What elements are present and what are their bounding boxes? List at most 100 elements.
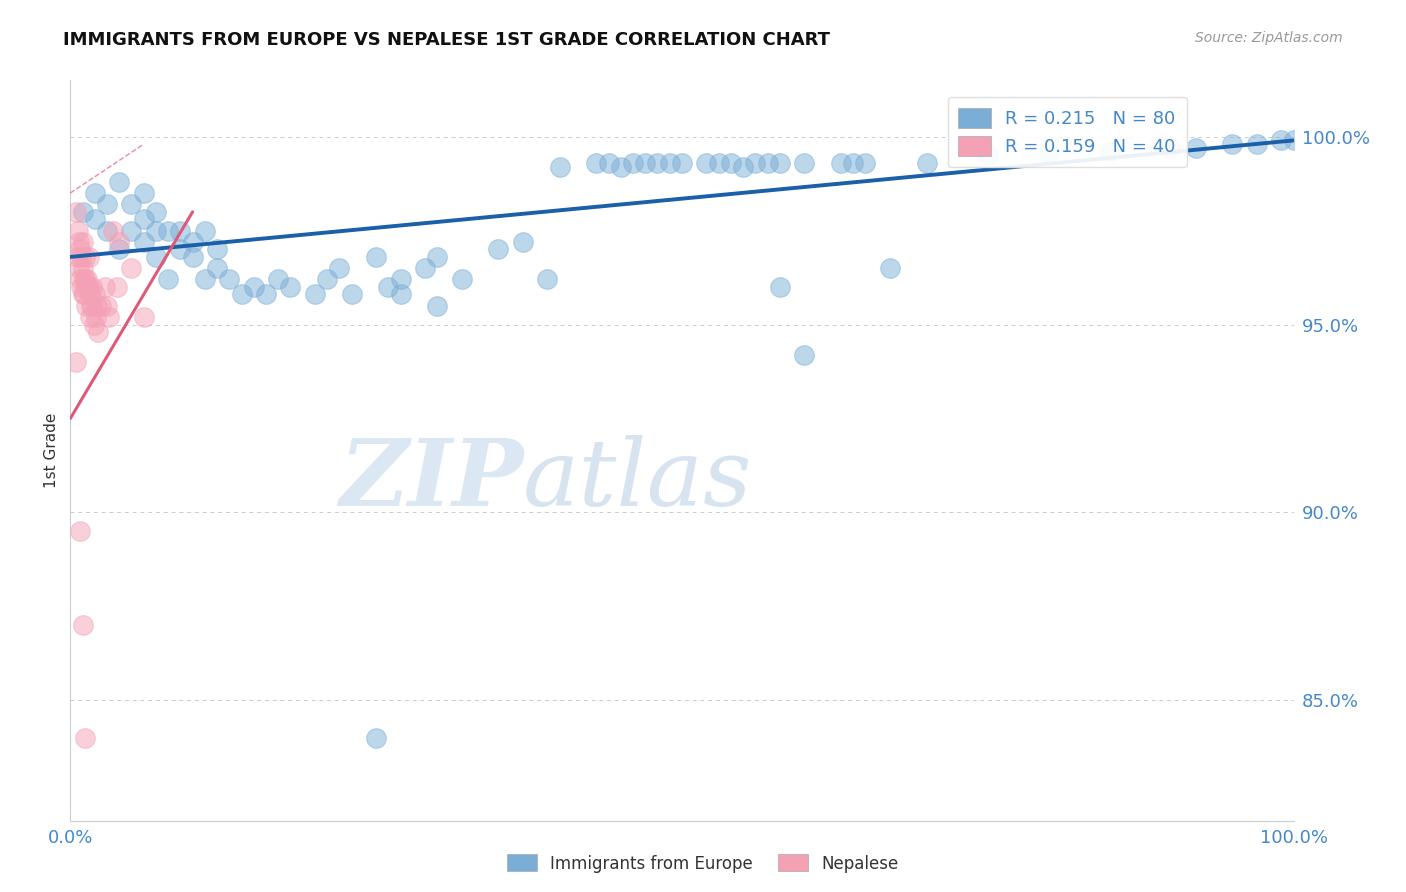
Point <box>366 731 388 745</box>
Point <box>1270 133 1292 147</box>
Point <box>69 243 91 257</box>
Point <box>413 261 436 276</box>
Point <box>366 250 388 264</box>
Point <box>132 310 155 324</box>
Point <box>66 250 89 264</box>
Point <box>267 272 290 286</box>
Point <box>69 524 91 539</box>
Point <box>73 272 96 286</box>
Point <box>105 280 128 294</box>
Point <box>205 261 228 276</box>
Point <box>1160 141 1182 155</box>
Point <box>73 272 96 286</box>
Point <box>79 310 101 324</box>
Point <box>96 197 118 211</box>
Point <box>243 280 266 294</box>
Point <box>194 272 217 286</box>
Point <box>72 287 94 301</box>
Point <box>218 272 240 286</box>
Point <box>132 186 155 200</box>
Point <box>72 618 94 632</box>
Text: Source: ZipAtlas.com: Source: ZipAtlas.com <box>1195 31 1343 45</box>
Point <box>548 160 571 174</box>
Point <box>73 287 96 301</box>
Point <box>512 235 534 249</box>
Point <box>93 280 115 294</box>
Point <box>426 250 449 264</box>
Point <box>488 243 510 257</box>
Point <box>72 261 94 276</box>
Point <box>132 235 155 249</box>
Point <box>915 156 938 170</box>
Point <box>157 272 180 286</box>
Point <box>181 235 204 249</box>
Point <box>82 299 104 313</box>
Point <box>83 287 105 301</box>
Point <box>205 243 228 257</box>
Point <box>70 280 93 294</box>
Point <box>75 299 97 313</box>
Legend: R = 0.215   N = 80, R = 0.159   N = 40: R = 0.215 N = 80, R = 0.159 N = 40 <box>948 96 1187 168</box>
Point <box>98 310 121 324</box>
Point <box>108 243 131 257</box>
Point <box>304 287 326 301</box>
Point <box>316 272 339 286</box>
Point <box>1282 133 1305 147</box>
Point <box>76 272 98 286</box>
Point <box>231 287 253 301</box>
Point <box>83 212 105 227</box>
Point <box>976 148 998 162</box>
Point <box>83 318 105 332</box>
Point <box>69 272 91 286</box>
Point <box>426 299 449 313</box>
Point <box>70 250 93 264</box>
Point <box>756 156 779 170</box>
Point <box>77 250 100 264</box>
Point <box>87 325 110 339</box>
Point <box>389 272 412 286</box>
Point <box>377 280 399 294</box>
Point <box>77 280 100 294</box>
Point <box>733 160 755 174</box>
Y-axis label: 1st Grade: 1st Grade <box>44 413 59 488</box>
Point <box>121 261 143 276</box>
Point <box>132 212 155 227</box>
Text: atlas: atlas <box>523 435 752 525</box>
Point <box>610 160 633 174</box>
Point <box>66 224 89 238</box>
Point <box>67 235 90 249</box>
Point <box>695 156 717 170</box>
Point <box>879 261 901 276</box>
Point <box>855 156 877 170</box>
Point <box>80 299 103 313</box>
Point <box>744 156 766 170</box>
Point <box>328 261 350 276</box>
Point <box>585 156 607 170</box>
Point <box>793 348 815 362</box>
Point <box>647 156 669 170</box>
Point <box>83 186 105 200</box>
Point <box>121 224 143 238</box>
Point <box>96 299 118 313</box>
Point <box>254 287 277 301</box>
Point <box>72 204 94 219</box>
Point <box>108 235 131 249</box>
Point <box>720 156 742 170</box>
Point <box>65 355 87 369</box>
Point <box>65 204 87 219</box>
Point <box>1038 145 1060 159</box>
Point <box>145 204 167 219</box>
Point <box>121 197 143 211</box>
Point <box>72 235 94 249</box>
Point <box>108 175 131 189</box>
Point <box>75 280 97 294</box>
Point <box>842 156 865 170</box>
Point <box>830 156 852 170</box>
Point <box>1246 137 1268 152</box>
Point <box>340 287 363 301</box>
Point <box>658 156 681 170</box>
Point <box>73 731 96 745</box>
Point <box>621 156 644 170</box>
Point <box>1220 137 1243 152</box>
Point <box>280 280 302 294</box>
